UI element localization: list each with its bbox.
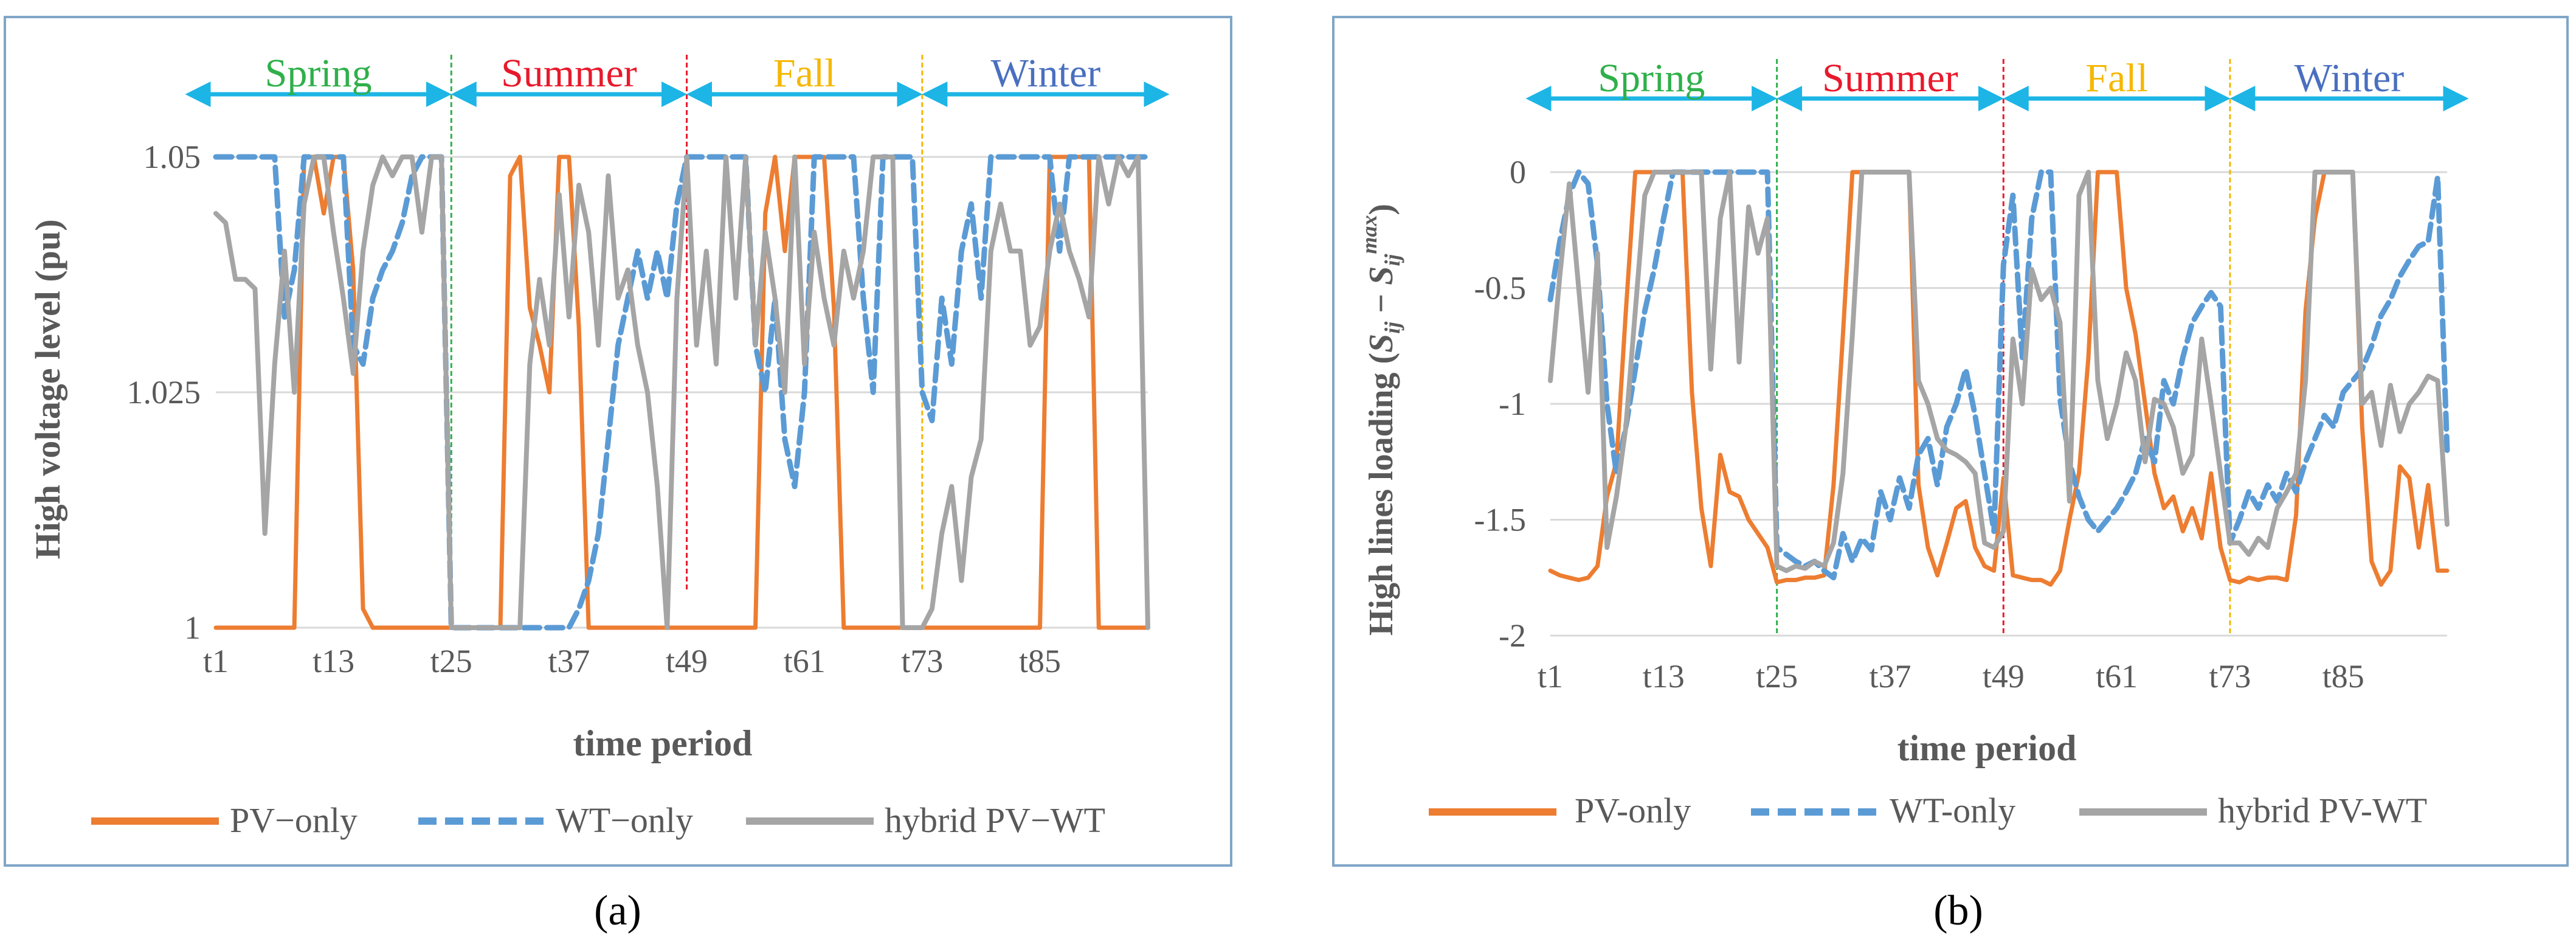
x-tick-label: t13 — [1643, 658, 1685, 695]
x-tick-label: t25 — [1756, 658, 1798, 695]
y-tick-label: 0 — [1510, 154, 1526, 190]
x-tick-label: t85 — [2322, 658, 2364, 695]
panel-a-caption: (a) — [594, 887, 641, 934]
panel-b-ylabel: High lines loading (Sij − Sijmax) — [1357, 204, 1404, 636]
x-tick-label: t49 — [1983, 658, 2025, 695]
season-label: Summer — [501, 51, 637, 95]
panel-a-y-ticks: 1 1.025 1.05 — [127, 139, 201, 646]
season-label: Fall — [2085, 56, 2148, 100]
panel-b-series — [1547, 169, 2450, 587]
panel-a-chart: 1 1.025 1.05 t1 t13 t25 t37 t49 t61 t73 t85 Sprin… — [4, 16, 1232, 934]
x-tick-label: t73 — [2209, 658, 2251, 695]
x-tick-label: t85 — [1019, 643, 1061, 679]
y-tick-label: -1.5 — [1474, 502, 1526, 538]
y-tick-label: -1 — [1499, 386, 1526, 422]
y-tick-label: -2 — [1499, 617, 1526, 654]
panel-b-season-labels: Spring Summer Fall Winter — [1598, 56, 2404, 100]
x-tick-label: t13 — [313, 643, 354, 679]
season-label: Spring — [265, 51, 372, 95]
x-tick-label: t49 — [666, 643, 708, 679]
panel-b-chart: 0 -0.5 -1 -1.5 -2 t1 t13 t25 t37 t49 t61 t73 t85 Sp… — [1332, 16, 2569, 934]
panel-a-legend: PV−only WT−only hybrid PV−WT — [91, 800, 1105, 840]
legend-pv-label: PV-only — [1575, 791, 1691, 830]
series-line-hybrid — [213, 154, 1150, 630]
x-tick-label: t61 — [784, 643, 826, 679]
legend-wt-label: WT−only — [556, 800, 693, 840]
y-tick-label: -0.5 — [1474, 270, 1526, 307]
panel-a-season-labels: Spring Summer Fall Winter — [265, 51, 1101, 95]
panel-b-caption: (b) — [1933, 887, 1983, 934]
panel-b-legend: PV-only WT-only hybrid PV-WT — [1429, 791, 2427, 830]
y-tick-label: 1 — [184, 609, 201, 646]
season-label: Winter — [991, 51, 1101, 95]
y-tick-label: 1.025 — [127, 374, 201, 411]
season-label: Fall — [773, 51, 836, 95]
season-label: Winter — [2295, 56, 2405, 100]
panel-b-xlabel: time period — [1897, 728, 2077, 768]
series-line-hybrid — [1548, 170, 2450, 574]
season-label: Spring — [1598, 56, 1705, 100]
legend-hybrid-label: hybrid PV−WT — [885, 800, 1105, 840]
panel-b-y-ticks: 0 -0.5 -1 -1.5 -2 — [1474, 154, 1526, 654]
x-tick-label: t1 — [1538, 658, 1563, 695]
season-label: Summer — [1822, 56, 1958, 100]
panel-b-x-ticks: t1 t13 t25 t37 t49 t61 t73 t85 — [1538, 658, 2364, 695]
series-line-wt — [213, 154, 1151, 631]
series-line-pv — [213, 154, 1150, 630]
x-tick-label: t37 — [548, 643, 590, 679]
panel-a-series — [213, 154, 1151, 631]
panel-a-ylabel: High voltage level (pu) — [28, 219, 67, 559]
panel-b-season-boundaries — [1776, 59, 2231, 636]
legend-wt-label: WT-only — [1890, 791, 2015, 830]
x-tick-label: t25 — [430, 643, 472, 679]
legend-hybrid-label: hybrid PV-WT — [2218, 791, 2427, 830]
panel-a-x-ticks: t1 t13 t25 t37 t49 t61 t73 t85 — [203, 643, 1061, 679]
x-tick-label: t1 — [203, 643, 229, 679]
x-tick-label: t61 — [2096, 658, 2138, 695]
x-tick-label: t73 — [901, 643, 943, 679]
y-tick-label: 1.05 — [143, 139, 201, 175]
panel-a-xlabel: time period — [573, 723, 753, 763]
legend-pv-label: PV−only — [230, 800, 357, 840]
x-tick-label: t37 — [1869, 658, 1911, 695]
